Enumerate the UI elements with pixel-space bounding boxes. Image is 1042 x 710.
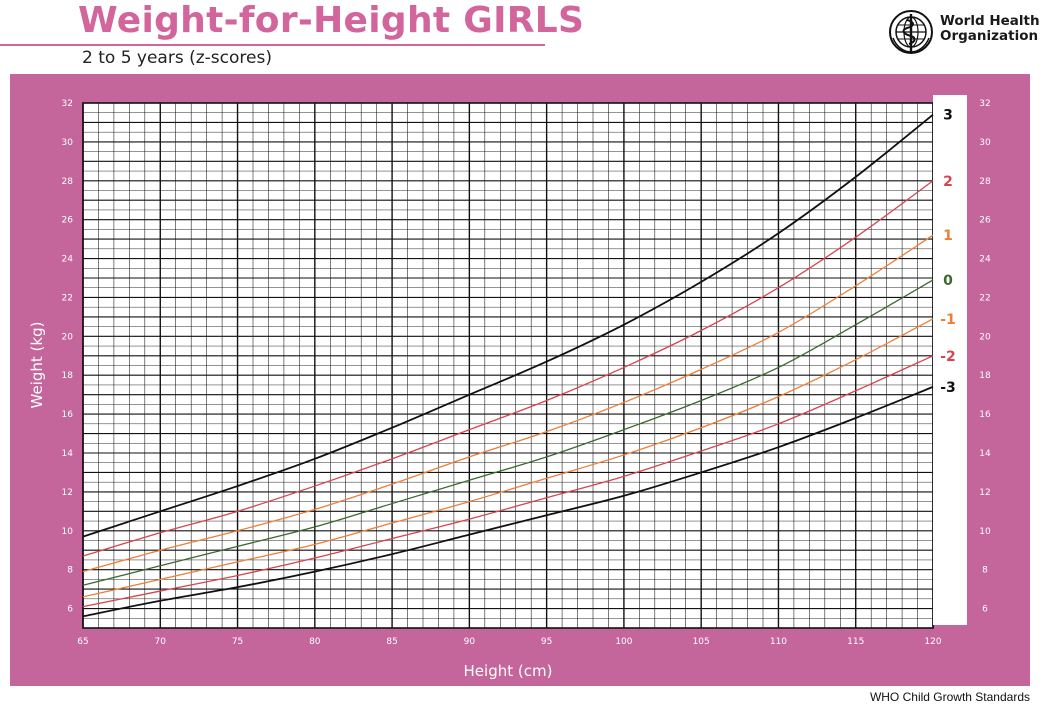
y-tick-label-left: 8 (67, 566, 73, 576)
series-label-z1: 1 (943, 228, 953, 244)
y-tick-label-right: 16 (979, 410, 991, 420)
x-tick-label: 95 (541, 637, 552, 647)
y-tick-label-left: 10 (62, 527, 74, 537)
y-tick-label-left: 12 (62, 488, 73, 498)
series-label-z-3: -3 (940, 380, 956, 396)
organization-name: World Health Organization (940, 14, 1040, 44)
y-tick-label-left: 20 (62, 332, 74, 342)
x-axis-title: Height (cm) (464, 662, 553, 680)
organization-name-line2: Organization (940, 28, 1039, 44)
y-tick-label-left: 6 (67, 605, 73, 615)
grid (82, 95, 967, 629)
y-tick-label-right: 26 (979, 216, 991, 226)
chart-title: Weight-for-Height GIRLS (78, 0, 585, 41)
y-tick-label-left: 26 (62, 216, 74, 226)
y-tick-label-right: 24 (979, 255, 991, 265)
chart-subtitle: 2 to 5 years (z-scores) (82, 48, 272, 68)
series-label-z3: 3 (943, 108, 953, 124)
y-tick-label-left: 22 (62, 293, 73, 303)
y-tick-label-right: 32 (979, 99, 990, 109)
y-tick-label-right: 8 (982, 566, 988, 576)
who-emblem-icon (889, 10, 933, 54)
x-tick-label: 120 (924, 637, 941, 647)
series-line-z2 (82, 180, 934, 557)
x-tick-label: 90 (464, 637, 476, 647)
series-label-z2: 2 (943, 174, 953, 190)
x-tick-label: 100 (615, 637, 632, 647)
series-label-strip (933, 95, 967, 625)
series-label-z0: 0 (943, 273, 953, 289)
series-line-z0 (82, 279, 934, 586)
y-tick-label-right: 18 (979, 371, 991, 381)
series-labels: 3 2 1 0 -1 -2 -3 (940, 108, 956, 396)
series-line-z-2 (82, 355, 934, 608)
y-tick-label-right: 6 (982, 605, 988, 615)
y-tick-label-left: 24 (62, 255, 74, 265)
x-tick-label: 85 (386, 637, 397, 647)
y-tick-label-left: 18 (62, 371, 74, 381)
x-tick-label: 110 (770, 637, 787, 647)
y-tick-label-right: 10 (979, 527, 991, 537)
series-line-z3 (82, 113, 934, 538)
y-axis-title: Weight (kg) (28, 322, 46, 409)
y-tick-label-left: 32 (62, 99, 73, 109)
y-tick-label-right: 22 (979, 293, 990, 303)
x-tick-label: 80 (309, 637, 321, 647)
title-underline (0, 44, 545, 46)
x-tick-label: 75 (232, 637, 243, 647)
y-tick-label-right: 30 (979, 138, 991, 148)
series-line-z-3 (82, 386, 934, 618)
y-tick-label-left: 16 (62, 410, 74, 420)
y-tick-label-right: 12 (979, 488, 990, 498)
x-tick-label: 115 (847, 637, 864, 647)
y-tick-label-left: 14 (62, 449, 74, 459)
y-tick-label-right: 14 (979, 449, 991, 459)
series-line-z1 (82, 234, 934, 573)
y-tick-label-left: 30 (62, 138, 74, 148)
y-tick-label-left: 28 (62, 177, 74, 187)
y-tick-label-right: 28 (979, 177, 991, 187)
organization-name-line1: World Health (940, 13, 1040, 29)
x-tick-label: 105 (693, 637, 710, 647)
series-line-z-1 (82, 318, 934, 598)
y-tick-label-right: 20 (979, 332, 991, 342)
footer-note: WHO Child Growth Standards (869, 690, 1030, 704)
series-label-z-1: -1 (940, 312, 956, 328)
series-label-z-2: -2 (940, 349, 956, 365)
x-tick-label: 70 (155, 637, 167, 647)
series-lines (82, 113, 934, 618)
x-tick-label: 65 (77, 637, 88, 647)
